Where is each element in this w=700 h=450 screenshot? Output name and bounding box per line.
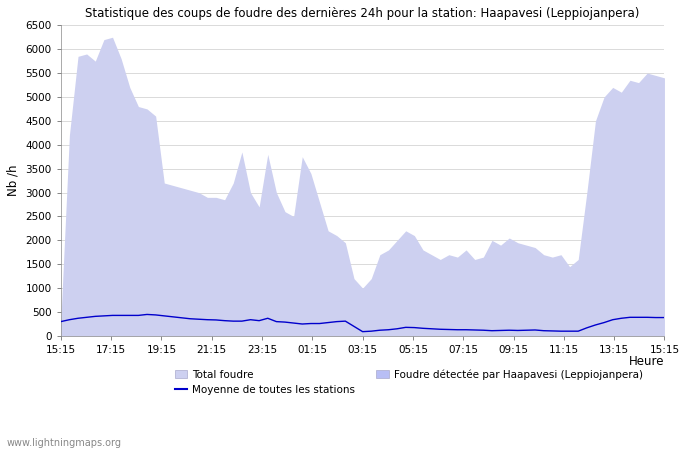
Legend: Total foudre, Moyenne de toutes les stations, Foudre détectée par Haapavesi (Lep: Total foudre, Moyenne de toutes les stat… (174, 369, 643, 395)
Text: Heure: Heure (629, 355, 664, 368)
Y-axis label: Nb /h: Nb /h (7, 165, 20, 196)
Text: www.lightningmaps.org: www.lightningmaps.org (7, 438, 122, 448)
Title: Statistique des coups de foudre des dernières 24h pour la station: Haapavesi (Le: Statistique des coups de foudre des dern… (85, 7, 640, 20)
